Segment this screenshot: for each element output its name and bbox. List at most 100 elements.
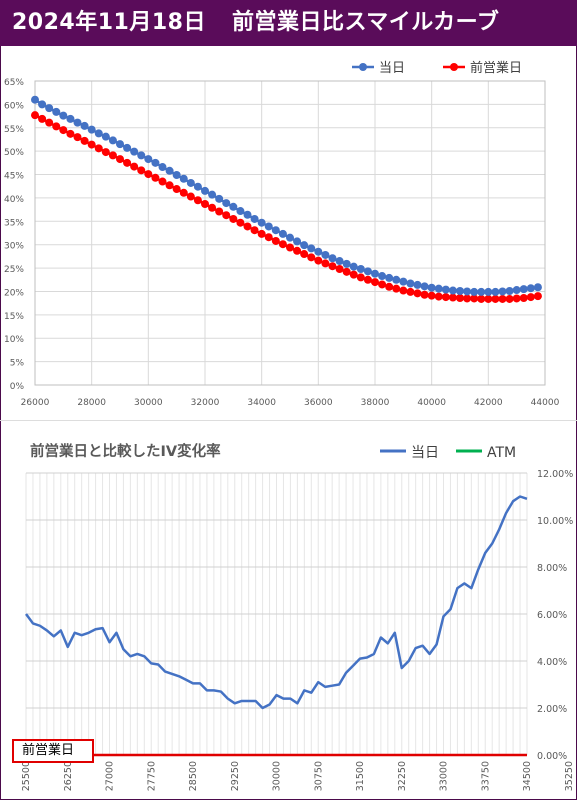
legend-label-atm: ATM	[487, 445, 516, 461]
data-point	[108, 151, 117, 160]
x-tick-label: 42000	[474, 398, 503, 408]
data-point	[236, 218, 245, 227]
data-point	[286, 243, 294, 252]
y-tick-label: 4.00%	[537, 657, 567, 668]
chart-title: 前営業日と比較したIV変化率	[30, 442, 221, 460]
y-tick-label: 60%	[4, 101, 24, 111]
data-point	[363, 267, 372, 276]
y-tick-label: 0%	[10, 382, 25, 392]
data-point	[413, 289, 422, 298]
data-point	[193, 196, 202, 205]
data-point	[505, 286, 514, 295]
y-tick-label: 0.00%	[537, 751, 567, 762]
data-point	[257, 229, 266, 238]
data-point	[491, 294, 500, 303]
data-point	[441, 293, 450, 302]
x-tick-label: 30000	[134, 398, 163, 408]
x-tick-label: 30000	[272, 761, 283, 791]
y-tick-label: 25%	[4, 265, 24, 275]
data-point	[371, 278, 379, 287]
y-tick-label: 10.00%	[537, 516, 573, 527]
data-point	[116, 140, 124, 149]
data-point	[151, 173, 160, 182]
data-point	[179, 188, 188, 197]
data-point	[208, 190, 217, 199]
data-point	[66, 114, 75, 123]
data-point	[363, 275, 372, 284]
data-point	[456, 286, 464, 295]
y-tick-label: 12.00%	[537, 469, 573, 480]
data-point	[45, 104, 54, 113]
data-point	[264, 222, 273, 231]
legend-label: 当日	[379, 61, 405, 76]
data-point	[321, 250, 330, 259]
data-point	[463, 294, 472, 303]
data-point	[215, 207, 224, 216]
data-point	[484, 287, 493, 296]
x-tick-label: 32250	[397, 761, 408, 791]
x-tick-label: 32000	[191, 398, 220, 408]
data-point	[456, 294, 464, 303]
y-tick-label: 40%	[4, 195, 24, 205]
y-tick-label: 6.00%	[537, 610, 567, 621]
data-point	[73, 133, 82, 142]
data-point	[186, 178, 195, 187]
data-point	[278, 240, 287, 249]
previous-day-baseline-label: 前営業日	[12, 739, 94, 763]
y-tick-label: 30%	[4, 242, 24, 252]
data-point	[399, 277, 408, 286]
data-point	[349, 270, 358, 279]
data-point	[144, 170, 153, 179]
data-point	[101, 148, 110, 157]
y-tick-label: 50%	[4, 148, 24, 158]
y-tick-label: 35%	[4, 218, 24, 228]
y-tick-label: 45%	[4, 172, 24, 182]
data-point	[165, 166, 174, 175]
data-point	[144, 155, 153, 164]
data-point	[519, 285, 528, 294]
y-tick-label: 15%	[4, 312, 24, 322]
data-point	[378, 280, 387, 289]
data-point	[498, 287, 507, 296]
data-point	[300, 241, 309, 250]
x-tick-label: 33750	[480, 761, 491, 791]
data-point	[229, 202, 238, 211]
x-tick-label: 34500	[522, 761, 533, 791]
data-point	[73, 118, 82, 127]
smile-curve-chart: 0% 5% 10% 15% 20% 25% 30% 35% 40% 45% 50% 55% 60% 65%…	[4, 60, 560, 408]
data-point	[264, 233, 273, 242]
data-point	[385, 273, 394, 282]
data-point	[484, 294, 493, 303]
data-point	[477, 287, 486, 296]
data-point	[123, 143, 132, 152]
data-point	[101, 132, 110, 141]
y-tick-label: 10%	[4, 335, 24, 345]
data-point	[52, 122, 61, 131]
data-point	[271, 226, 280, 235]
data-point	[158, 163, 167, 172]
data-point	[371, 269, 379, 278]
data-point	[31, 95, 39, 104]
data-point	[399, 286, 408, 295]
data-point	[505, 294, 514, 303]
data-point	[59, 111, 68, 120]
y-tick-label: 2.00%	[537, 704, 567, 715]
data-point	[349, 262, 358, 271]
data-point	[186, 192, 195, 201]
data-point	[38, 100, 47, 109]
data-point	[66, 129, 75, 138]
data-point	[335, 257, 344, 266]
x-tick-label: 31500	[355, 761, 366, 791]
x-tick-label: 36000	[304, 398, 333, 408]
data-point	[477, 294, 486, 303]
data-point	[151, 158, 160, 167]
data-point	[328, 262, 337, 271]
data-point	[257, 218, 266, 227]
legend-marker	[359, 63, 367, 71]
data-point	[116, 155, 124, 164]
data-point	[222, 211, 231, 220]
data-point	[314, 256, 323, 265]
y-tick-label: 55%	[4, 125, 24, 135]
data-point	[165, 181, 174, 190]
data-point	[137, 151, 146, 160]
